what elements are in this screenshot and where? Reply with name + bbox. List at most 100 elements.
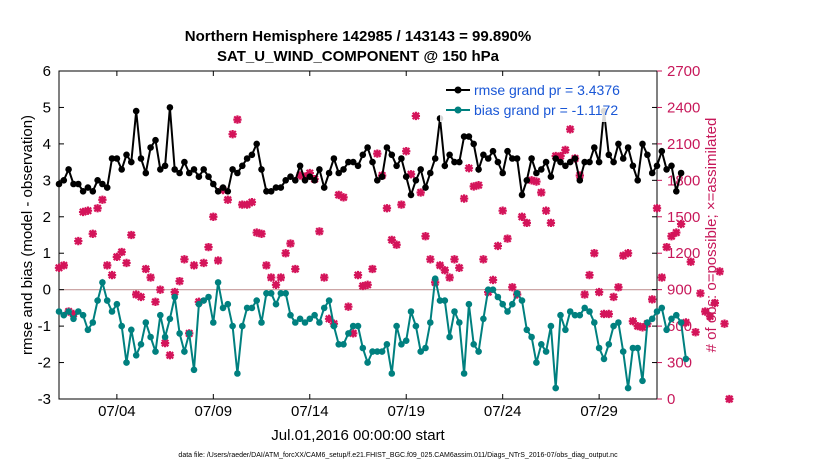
bias-point bbox=[253, 297, 260, 304]
bias-point bbox=[330, 322, 338, 330]
bias-point bbox=[258, 319, 265, 326]
assimilated-marker bbox=[151, 297, 160, 306]
bias-point bbox=[243, 304, 251, 312]
y-axis-label-right: # of obs: o=possible; ×=assimilated bbox=[703, 118, 720, 353]
rmse-point bbox=[566, 158, 574, 166]
assimilated-marker bbox=[83, 206, 93, 215]
assimilated-marker bbox=[705, 312, 715, 321]
rmse-point bbox=[263, 188, 270, 195]
assimilated-marker bbox=[450, 255, 459, 264]
bias-point bbox=[369, 348, 376, 355]
rmse-point bbox=[287, 173, 294, 180]
assimilated-marker bbox=[78, 207, 88, 217]
bias-point bbox=[359, 344, 367, 352]
assimilated-marker bbox=[170, 287, 179, 297]
assimilated-marker bbox=[349, 329, 358, 338]
assimilated-marker bbox=[561, 145, 570, 155]
assimilated-marker bbox=[503, 234, 512, 243]
assimilated-marker bbox=[657, 273, 666, 282]
bias-point bbox=[600, 355, 608, 363]
y-left-tick-label: -2 bbox=[38, 355, 51, 372]
assimilated-marker bbox=[295, 171, 305, 180]
bias-point bbox=[562, 326, 569, 334]
assimilated-marker bbox=[189, 261, 199, 270]
y-left-tick-label: -1 bbox=[38, 318, 51, 335]
assimilated-marker bbox=[74, 236, 83, 246]
rmse-point bbox=[137, 155, 145, 162]
rmse-point bbox=[369, 158, 376, 166]
assimilated-marker bbox=[363, 280, 372, 289]
bias-point bbox=[349, 322, 357, 330]
rmse-point bbox=[398, 155, 405, 162]
assimilated-marker bbox=[281, 249, 290, 258]
rmse-point bbox=[99, 180, 106, 188]
bias-point bbox=[615, 319, 622, 326]
bias-point bbox=[311, 311, 318, 319]
bias-point bbox=[99, 279, 106, 286]
assimilated-marker bbox=[387, 235, 396, 245]
bias-point bbox=[185, 330, 193, 337]
assimilated-marker bbox=[648, 295, 657, 304]
assimilated-marker bbox=[527, 176, 536, 185]
rmse-point bbox=[431, 155, 439, 162]
assimilated-marker bbox=[638, 323, 647, 332]
assimilated-marker bbox=[411, 111, 421, 121]
bias-point bbox=[412, 322, 420, 330]
bias-point bbox=[528, 333, 535, 341]
rmse-point bbox=[224, 188, 232, 195]
bias-point bbox=[210, 319, 217, 326]
assimilated-marker bbox=[334, 190, 343, 200]
assimilated-marker bbox=[223, 195, 232, 204]
rmse-point bbox=[354, 162, 362, 170]
assimilated-marker bbox=[233, 115, 242, 124]
y-left-tick-label: 0 bbox=[43, 282, 51, 299]
x-tick-label: 07/09 bbox=[195, 403, 233, 420]
assimilated-marker bbox=[628, 317, 638, 326]
assimilated-marker bbox=[247, 198, 257, 207]
assimilated-marker bbox=[585, 270, 594, 280]
assimilated-marker bbox=[575, 171, 584, 180]
rmse-point bbox=[619, 155, 627, 162]
rmse-point bbox=[234, 169, 241, 177]
rmse-point bbox=[65, 166, 72, 173]
rmse-point bbox=[494, 158, 502, 166]
rmse-point bbox=[595, 158, 603, 166]
rmse-point bbox=[267, 188, 275, 195]
bias-point bbox=[79, 311, 87, 319]
y-right-tick-label: 2700 bbox=[667, 63, 700, 80]
assimilated-marker bbox=[667, 232, 676, 241]
assimilated-marker bbox=[156, 285, 165, 294]
rmse-point bbox=[378, 173, 386, 180]
y-right-tick-label: 1500 bbox=[667, 209, 700, 226]
y-left-tick-label: 1 bbox=[43, 245, 51, 262]
bias-point bbox=[296, 315, 304, 323]
assimilated-marker bbox=[69, 309, 78, 319]
bias-point bbox=[65, 308, 72, 315]
bias-point bbox=[263, 290, 270, 297]
rmse-point bbox=[253, 140, 260, 148]
rmse-point bbox=[441, 162, 449, 170]
bias-point bbox=[103, 297, 111, 304]
assimilated-marker bbox=[339, 193, 348, 202]
rmse-point bbox=[128, 158, 135, 166]
assimilated-marker bbox=[619, 251, 628, 260]
bias-point bbox=[316, 319, 323, 326]
bias-point bbox=[171, 293, 178, 301]
rmse-point bbox=[412, 177, 420, 184]
rmse-point bbox=[528, 155, 535, 162]
rmse-point bbox=[571, 155, 579, 162]
bias-point bbox=[677, 319, 685, 326]
bias-point bbox=[108, 308, 116, 315]
bias-point bbox=[137, 341, 145, 348]
rmse-point bbox=[320, 184, 328, 191]
assimilated-marker bbox=[546, 218, 556, 228]
rmse-point bbox=[629, 162, 637, 170]
rmse-point bbox=[282, 177, 290, 184]
assimilated-marker bbox=[358, 281, 367, 291]
bias-point bbox=[538, 341, 545, 348]
rmse-point bbox=[311, 177, 318, 184]
bias-point bbox=[644, 319, 651, 326]
rmse-point bbox=[190, 166, 198, 173]
bias-point bbox=[142, 319, 150, 326]
rmse-point bbox=[460, 133, 468, 140]
